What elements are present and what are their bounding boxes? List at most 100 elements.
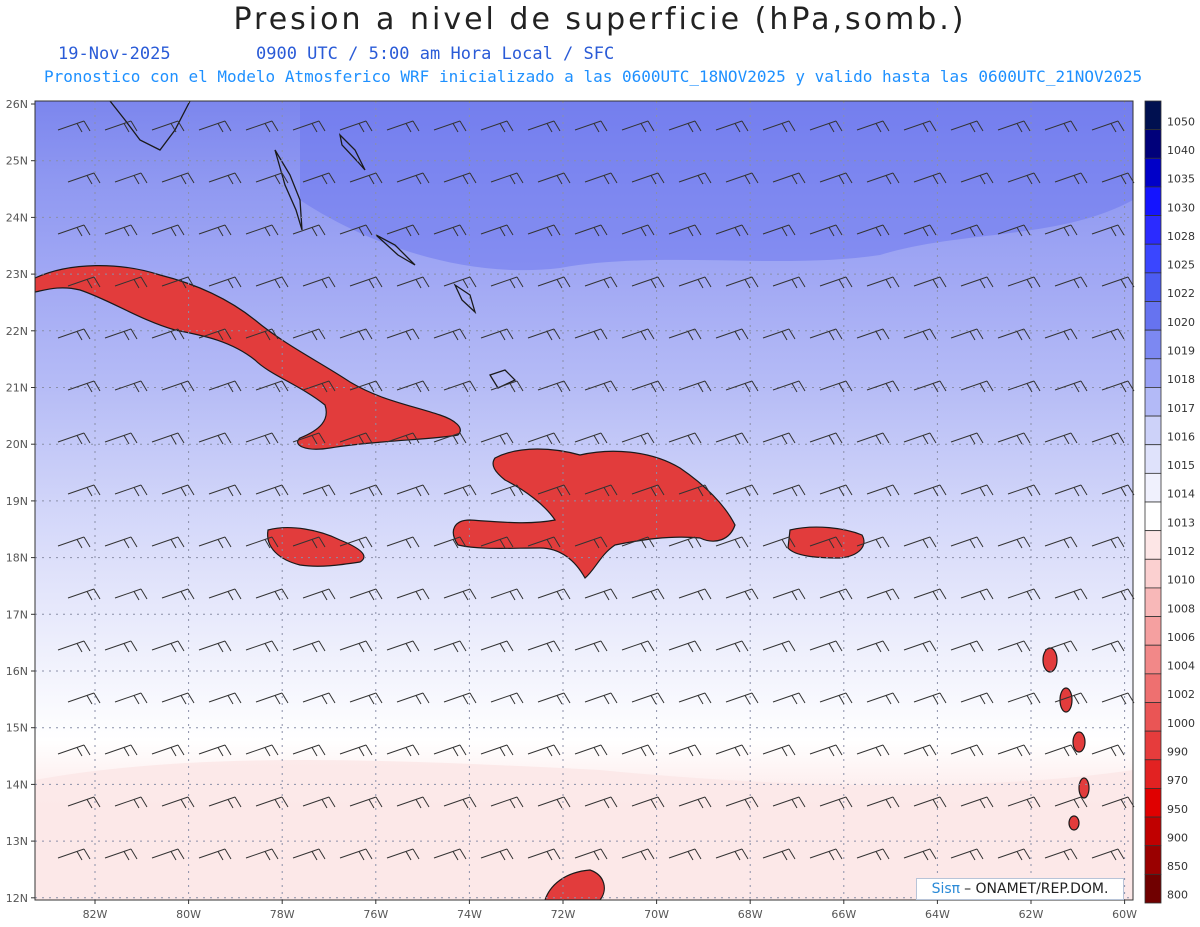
wind-barb [715, 640, 749, 653]
wind-barb [584, 692, 618, 705]
wind-barb [114, 276, 148, 289]
wind-barb [631, 692, 665, 705]
wind-barb [997, 224, 1031, 237]
wind-barb [997, 120, 1031, 133]
island-st-lucia [1072, 731, 1086, 753]
wind-barb [960, 172, 994, 185]
legend-label: 900 [1167, 831, 1188, 844]
wind-barb [584, 380, 618, 393]
wind-barb [1007, 692, 1041, 705]
wind-barb [668, 744, 702, 757]
wind-barb [245, 536, 279, 549]
wind-barb [913, 484, 947, 497]
wind-barb [490, 380, 524, 393]
wind-barb [151, 744, 185, 757]
wind-barb [198, 432, 232, 445]
wind-barb [856, 120, 890, 133]
legend-swatch [1144, 730, 1162, 761]
legend-label: 1018 [1167, 373, 1195, 386]
legend-label: 1022 [1167, 287, 1195, 300]
wind-barb [104, 120, 138, 133]
lat-tick-label: 17N [6, 608, 28, 621]
wind-barb [302, 692, 336, 705]
wind-barb [292, 744, 326, 757]
lat-tick-label: 22N [6, 325, 28, 338]
wind-barb [245, 848, 279, 861]
wind-barb [490, 276, 524, 289]
wind-barb [67, 172, 101, 185]
wind-barb [903, 536, 937, 549]
wind-barb [433, 848, 467, 861]
wind-barb [114, 588, 148, 601]
wind-barb [151, 328, 185, 341]
wind-barb [678, 172, 712, 185]
wind-barb [866, 692, 900, 705]
wind-barb [1091, 640, 1125, 653]
lon-tick-label: 60W [1112, 908, 1137, 921]
wind-barb [1007, 172, 1041, 185]
wind-barb [960, 588, 994, 601]
legend-label: 950 [1167, 803, 1188, 816]
wind-barb [104, 328, 138, 341]
wind-barb [574, 224, 608, 237]
wind-barb [198, 120, 232, 133]
land-masses [35, 265, 1090, 900]
wind-barb [292, 328, 326, 341]
wind-barb [584, 484, 618, 497]
wind-barb [1091, 432, 1125, 445]
wind-barb [809, 536, 843, 549]
legend-swatch [1144, 501, 1162, 532]
wind-barb [715, 224, 749, 237]
legend-label: 1019 [1167, 344, 1195, 357]
wind-barb [678, 796, 712, 809]
legend-swatch [1144, 272, 1162, 302]
wind-barb [574, 848, 608, 861]
wind-barb [1007, 380, 1041, 393]
lon-tick-label: 80W [176, 908, 201, 921]
wind-barb [856, 536, 890, 549]
wind-barb [772, 276, 806, 289]
wind-barb [631, 172, 665, 185]
low-pressure-band [35, 760, 1133, 900]
wind-barb [490, 796, 524, 809]
wind-barb [255, 276, 289, 289]
wind-barb [104, 744, 138, 757]
wind-barb [161, 588, 195, 601]
wind-barb [668, 328, 702, 341]
wind-barb [584, 588, 618, 601]
legend-label: 1010 [1167, 574, 1195, 587]
legend-swatch [1144, 444, 1162, 474]
legend-swatch [1144, 616, 1162, 646]
wind-barb [903, 640, 937, 653]
legend-swatch [1144, 186, 1162, 216]
legend-label: 850 [1167, 860, 1188, 873]
wind-barb [151, 848, 185, 861]
wind-barb [809, 640, 843, 653]
wind-barb [678, 484, 712, 497]
wind-barb [57, 120, 91, 133]
wind-barb [57, 432, 91, 445]
legend-swatch [1144, 873, 1162, 904]
wind-barb [1091, 536, 1125, 549]
wind-barb [349, 796, 383, 809]
wind-barb [151, 120, 185, 133]
hispaniola-island [452, 448, 736, 579]
bahamas-island [274, 149, 303, 231]
wind-barb [913, 588, 947, 601]
wind-barb [490, 172, 524, 185]
legend-swatch [1144, 157, 1162, 188]
wind-barb [433, 224, 467, 237]
wind-barb [1007, 588, 1041, 601]
wind-barb [678, 588, 712, 601]
wind-barb [208, 692, 242, 705]
wind-barb [1044, 432, 1078, 445]
wind-barb [574, 536, 608, 549]
wind-barb [621, 640, 655, 653]
wind-barb [913, 692, 947, 705]
wind-barb [762, 536, 796, 549]
wind-barb [161, 484, 195, 497]
wind-barb [208, 276, 242, 289]
wind-barb [584, 172, 618, 185]
lon-tick-label: 82W [83, 908, 108, 921]
legend-label: 1040 [1167, 144, 1195, 157]
